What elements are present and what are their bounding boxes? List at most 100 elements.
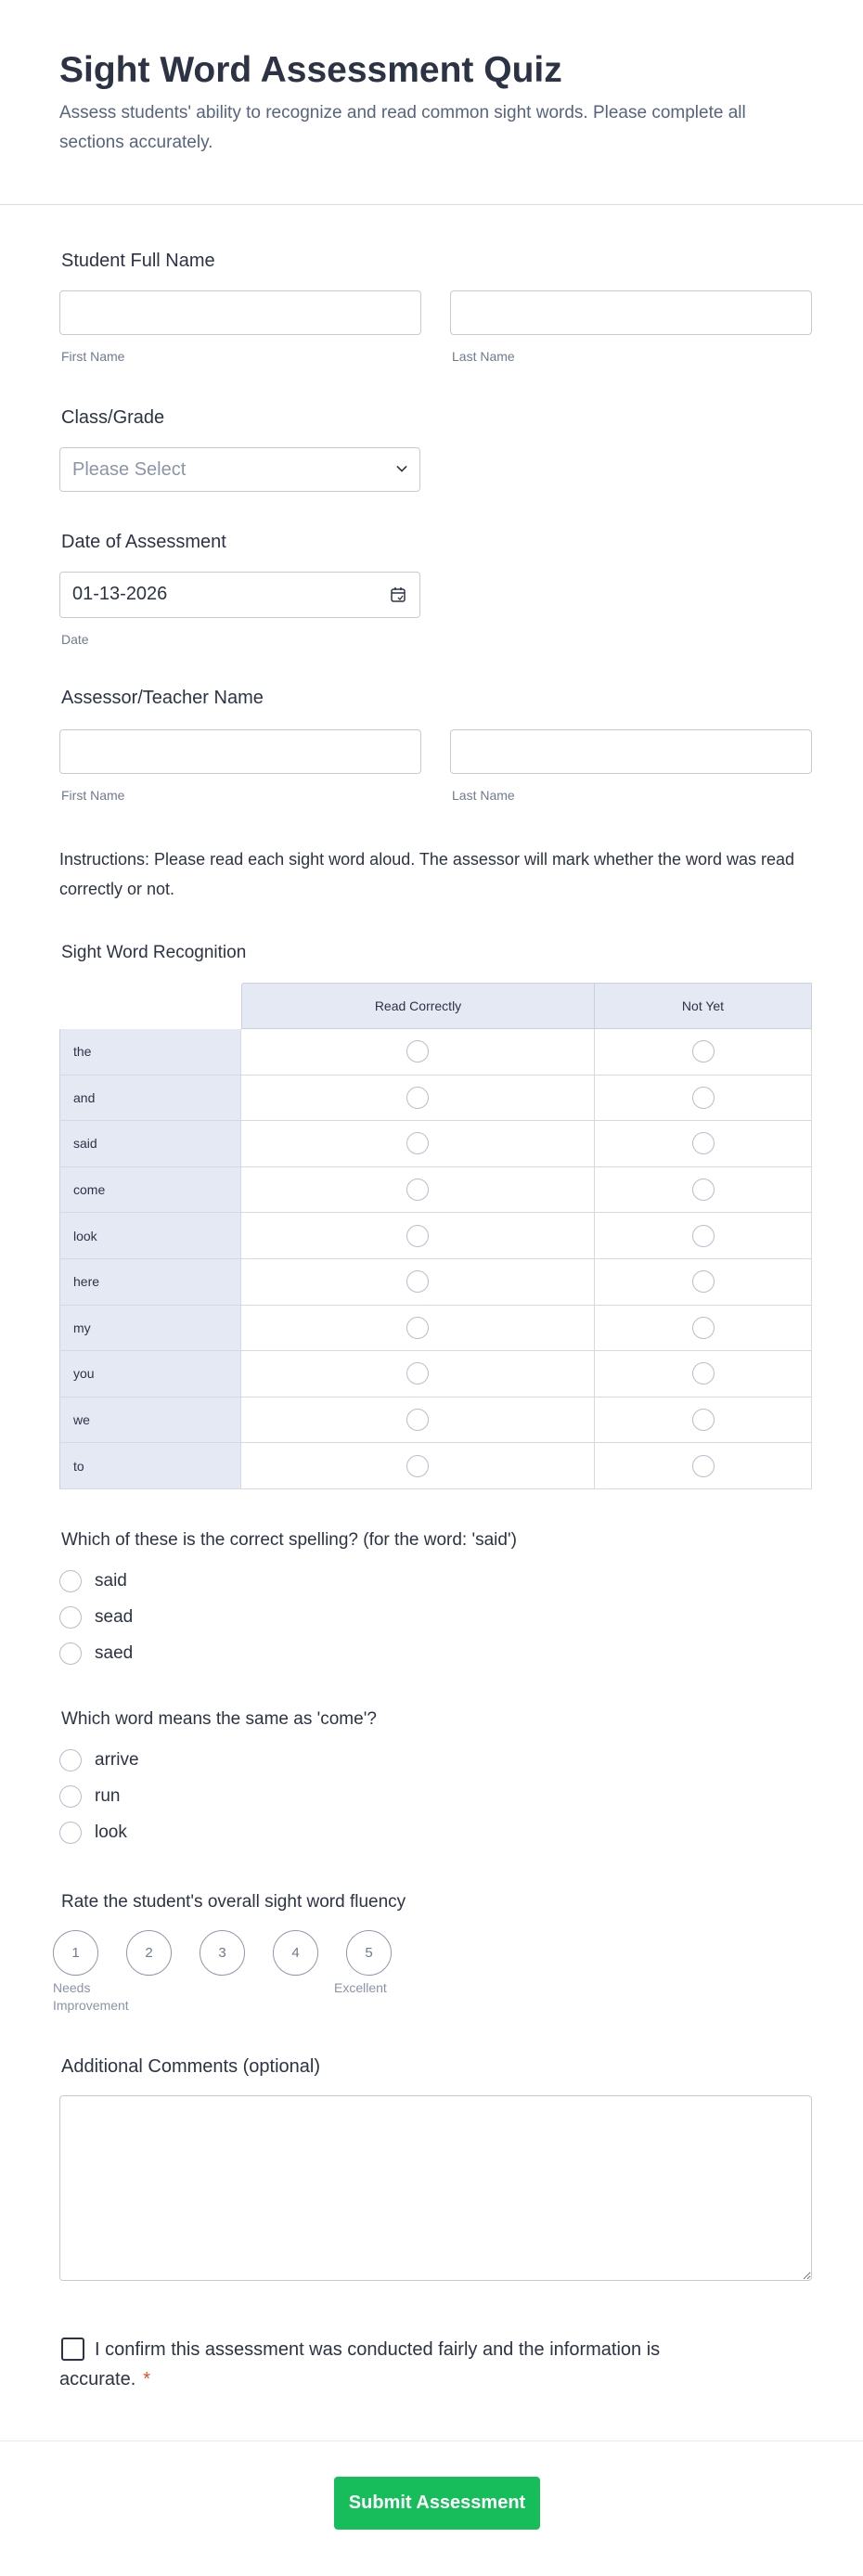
radio-read-correctly[interactable]: [406, 1454, 429, 1477]
date-sublabel: Date: [61, 632, 89, 647]
radio-read-correctly[interactable]: [406, 1224, 429, 1247]
matrix-row-label: look: [59, 1213, 241, 1259]
radio-not-yet[interactable]: [691, 1409, 715, 1432]
q2-option[interactable]: run: [59, 1785, 120, 1808]
class-grade-selected: Please Select: [72, 459, 187, 480]
matrix-cell: [595, 1305, 812, 1352]
matrix-cell: [241, 1443, 595, 1489]
radio-read-correctly[interactable]: [406, 1132, 429, 1155]
matrix-label: Sight Word Recognition: [61, 943, 247, 962]
matrix-row-label: the: [59, 1029, 241, 1075]
radio-not-yet[interactable]: [691, 1086, 715, 1109]
student-first-name-sublabel: First Name: [61, 349, 125, 364]
assessor-last-name-sublabel: Last Name: [452, 788, 515, 803]
matrix-row: to: [59, 1443, 812, 1489]
radio-not-yet[interactable]: [691, 1224, 715, 1247]
comments-textarea[interactable]: [59, 2095, 812, 2281]
column-not-yet: Not Yet: [595, 983, 812, 1029]
q1-option[interactable]: saed: [59, 1642, 133, 1665]
chevron-down-icon: [396, 461, 407, 472]
page-description: Assess students' ability to recognize an…: [59, 103, 746, 152]
student-name-label: Student Full Name: [61, 251, 215, 271]
required-mark: *: [143, 2369, 151, 2389]
rating-option-5[interactable]: 5: [346, 1930, 392, 1976]
rating-option-3[interactable]: 3: [200, 1930, 245, 1976]
option-label: arrive: [95, 1750, 139, 1770]
matrix-cell: [595, 1029, 812, 1075]
student-last-name-sublabel: Last Name: [452, 349, 515, 364]
radio-read-correctly[interactable]: [406, 1362, 429, 1385]
assessor-first-name-sublabel: First Name: [61, 788, 125, 803]
header-divider: [0, 204, 863, 205]
option-label: sead: [95, 1607, 134, 1627]
rating-low-label: Needs Improvement: [53, 1980, 129, 2013]
radio-not-yet[interactable]: [691, 1132, 715, 1155]
matrix-row-label: to: [59, 1443, 241, 1489]
radio-read-correctly[interactable]: [406, 1409, 429, 1432]
matrix-cell: [595, 1166, 812, 1214]
radio-not-yet[interactable]: [691, 1454, 715, 1477]
matrix-cell: [595, 1075, 812, 1122]
assessor-last-name-input[interactable]: [450, 729, 812, 774]
matrix-cell: [241, 1121, 595, 1167]
matrix-cell: [241, 1305, 595, 1352]
radio-read-correctly[interactable]: [406, 1270, 429, 1294]
matrix-cell: [241, 1166, 595, 1214]
matrix-cell: [241, 1258, 595, 1306]
student-last-name-input[interactable]: [450, 290, 812, 335]
option-label: said: [95, 1571, 127, 1591]
assessor-first-name-input[interactable]: [59, 729, 421, 774]
radio-not-yet[interactable]: [691, 1316, 715, 1339]
matrix-cell: [595, 1121, 812, 1167]
comments-label: Additional Comments (optional): [61, 2056, 321, 2077]
q2-option[interactable]: arrive: [59, 1749, 139, 1771]
matrix-row: my: [59, 1305, 812, 1352]
q1-option[interactable]: sead: [59, 1606, 133, 1629]
submit-button[interactable]: Submit Assessment: [334, 2477, 540, 2530]
radio-button[interactable]: [59, 1570, 82, 1592]
matrix-row-label: here: [59, 1258, 241, 1306]
q2-option[interactable]: look: [59, 1822, 127, 1844]
rating-label: Rate the student's overall sight word fl…: [61, 1892, 406, 1912]
radio-button[interactable]: [59, 1606, 82, 1629]
radio-button[interactable]: [59, 1749, 82, 1771]
option-label: saed: [95, 1643, 134, 1663]
matrix-row: said: [59, 1121, 812, 1167]
column-read-correctly: Read Correctly: [241, 983, 595, 1029]
radio-read-correctly[interactable]: [406, 1040, 429, 1063]
matrix-row: come: [59, 1166, 812, 1214]
radio-not-yet[interactable]: [691, 1040, 715, 1063]
q1-label: Which of these is the correct spelling? …: [61, 1530, 517, 1550]
matrix-cell: [241, 1351, 595, 1397]
matrix-row-label: we: [59, 1397, 241, 1444]
radio-not-yet[interactable]: [691, 1179, 715, 1202]
confirm-text: I confirm this assessment was conducted …: [59, 2335, 728, 2394]
matrix-cell: [595, 1213, 812, 1259]
radio-button[interactable]: [59, 1822, 82, 1844]
radio-not-yet[interactable]: [691, 1362, 715, 1385]
rating-option-2[interactable]: 2: [126, 1930, 172, 1976]
matrix-cell: [595, 1351, 812, 1397]
radio-read-correctly[interactable]: [406, 1179, 429, 1202]
radio-button[interactable]: [59, 1785, 82, 1808]
matrix-cell: [595, 1258, 812, 1306]
radio-not-yet[interactable]: [691, 1270, 715, 1294]
q1-option[interactable]: said: [59, 1570, 127, 1592]
instructions-text: Instructions: Please read each sight wor…: [59, 850, 795, 898]
radio-read-correctly[interactable]: [406, 1086, 429, 1109]
rating-option-4[interactable]: 4: [273, 1930, 318, 1976]
date-label: Date of Assessment: [61, 532, 226, 552]
class-grade-select[interactable]: Please Select: [59, 447, 420, 492]
matrix-cell: [241, 1213, 595, 1259]
student-first-name-input[interactable]: [59, 290, 421, 335]
confirm-checkbox[interactable]: [61, 2338, 84, 2361]
radio-read-correctly[interactable]: [406, 1316, 429, 1339]
matrix-row-label: and: [59, 1075, 241, 1122]
option-label: look: [95, 1823, 127, 1842]
date-input[interactable]: 01-13-2026: [59, 572, 420, 618]
assessor-name-label: Assessor/Teacher Name: [61, 688, 264, 708]
radio-button[interactable]: [59, 1642, 82, 1665]
matrix-row: look: [59, 1213, 812, 1259]
calendar-icon[interactable]: [390, 586, 406, 603]
rating-option-1[interactable]: 1: [53, 1930, 98, 1976]
